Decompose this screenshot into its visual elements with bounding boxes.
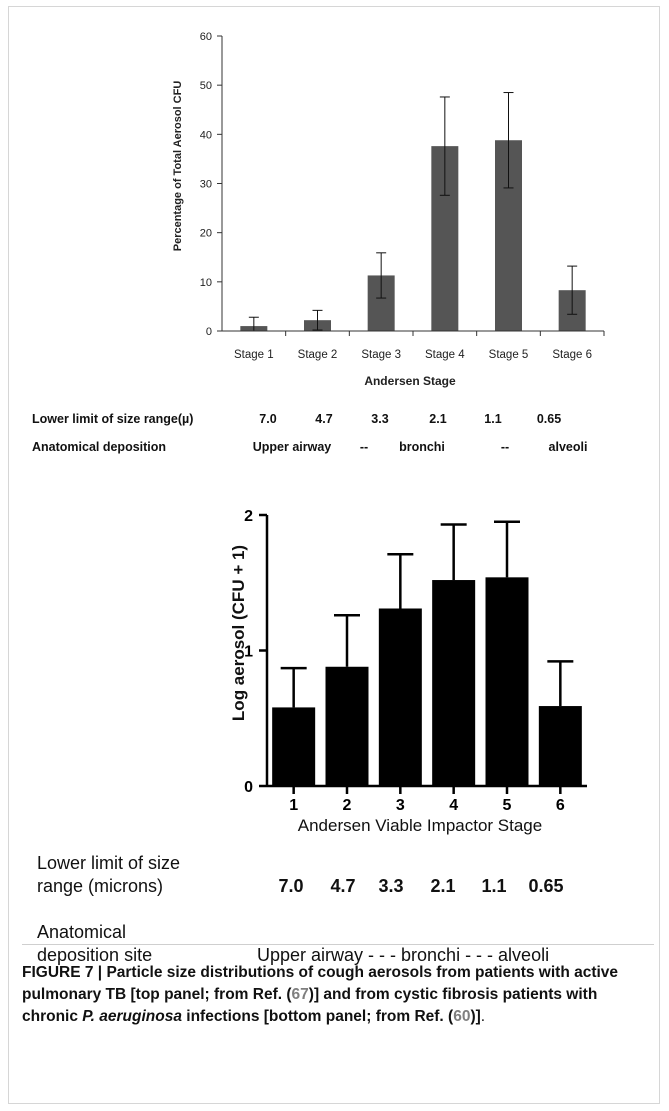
top-y-tick-label: 60 xyxy=(200,31,212,43)
bottom-size-value: 7.0 xyxy=(278,876,303,896)
bottom-size-row-label-line1: Lower limit of size xyxy=(37,853,180,873)
top-y-tick-label: 50 xyxy=(200,80,212,92)
top-y-tick-label: 20 xyxy=(200,228,212,240)
caption-period: . xyxy=(480,1008,486,1025)
bottom-size-value: 3.3 xyxy=(378,876,403,896)
top-y-tick-label: 30 xyxy=(200,179,212,191)
bottom-y-tick-label: 2 xyxy=(244,508,253,525)
top-y-axis-title: Percentage of Total Aerosol CFU xyxy=(172,81,184,252)
top-size-row-label: Lower limit of size range(µ) xyxy=(32,412,193,426)
caption-reference-1[interactable]: 67 xyxy=(291,986,309,1003)
top-y-tick-label: 0 xyxy=(206,326,212,338)
caption-text-3: infections [bottom panel; from Ref. ( xyxy=(181,1008,454,1025)
bottom-x-tick-label: 1 xyxy=(289,797,298,814)
bottom-bar xyxy=(538,706,582,786)
caption-text-1: Particle size distributions of cough aer… xyxy=(22,964,619,1003)
top-deposition-value: Upper airway xyxy=(253,440,332,454)
top-y-tick-label: 40 xyxy=(200,129,212,141)
top-size-value: 1.1 xyxy=(484,412,501,426)
top-x-tick-label: Stage 6 xyxy=(552,349,592,361)
top-deposition-value: -- xyxy=(501,440,509,454)
top-x-axis-title: Andersen Stage xyxy=(364,374,456,388)
bottom-deposition-row-label-line1: Anatomical xyxy=(37,922,126,942)
caption-text-4: )] xyxy=(470,1008,481,1025)
bottom-bar xyxy=(432,580,476,786)
top-x-tick-label: Stage 5 xyxy=(489,349,529,361)
bottom-x-tick-label: 6 xyxy=(556,797,565,814)
figure-frame xyxy=(8,6,660,1104)
top-deposition-row-label: Anatomical deposition xyxy=(32,440,166,454)
bottom-x-axis-title: Andersen Viable Impactor Stage xyxy=(298,816,542,835)
bottom-y-tick-label: 0 xyxy=(244,779,253,796)
caption-reference-2[interactable]: 60 xyxy=(453,1008,471,1025)
bottom-chart: Log aerosol (CFU + 1) Andersen Viable Im… xyxy=(37,508,587,965)
bottom-bar xyxy=(378,608,422,786)
bottom-size-value: 4.7 xyxy=(330,876,355,896)
bottom-bar xyxy=(485,577,529,786)
bottom-bar xyxy=(325,666,369,786)
top-x-tick-label: Stage 4 xyxy=(425,349,465,361)
top-x-tick-label: Stage 2 xyxy=(298,349,338,361)
bottom-size-value: 1.1 xyxy=(481,876,506,896)
top-chart: Percentage of Total Aerosol CFU Andersen… xyxy=(32,31,605,454)
bottom-size-value: 0.65 xyxy=(528,876,563,896)
top-size-value: 7.0 xyxy=(259,412,276,426)
caption-divider xyxy=(22,944,654,945)
caption-italic-species: P. aeruginosa xyxy=(82,1008,182,1025)
top-size-value: 4.7 xyxy=(315,412,332,426)
top-size-value: 0.65 xyxy=(537,412,561,426)
top-deposition-value: alveoli xyxy=(549,440,588,454)
top-y-tick-label: 10 xyxy=(200,277,212,289)
bottom-bar xyxy=(272,707,316,786)
top-x-tick-label: Stage 3 xyxy=(361,349,401,361)
bottom-size-value: 2.1 xyxy=(430,876,455,896)
top-x-tick-label: Stage 1 xyxy=(234,349,274,361)
bottom-x-tick-label: 5 xyxy=(503,797,512,814)
bottom-y-axis-title: Log aerosol (CFU + 1) xyxy=(229,545,248,721)
figure-caption: FIGURE 7 | Particle size distributions o… xyxy=(22,944,654,1028)
bottom-deposition-text: Upper airway - - - bronchi - - - alveoli xyxy=(257,945,549,965)
bottom-x-tick-label: 3 xyxy=(396,797,405,814)
top-deposition-value: bronchi xyxy=(399,440,445,454)
bottom-x-tick-label: 2 xyxy=(343,797,352,814)
top-size-value: 3.3 xyxy=(371,412,388,426)
bottom-x-tick-label: 4 xyxy=(449,797,458,814)
top-deposition-value: -- xyxy=(360,440,368,454)
top-size-value: 2.1 xyxy=(429,412,446,426)
caption-label: FIGURE 7 | xyxy=(22,964,107,981)
bottom-deposition-row-label-line2: deposition site xyxy=(37,945,152,965)
bottom-size-row-label-line2: range (microns) xyxy=(37,876,163,896)
caption-text-2: )] and from cystic fibrosis patients wit… xyxy=(22,986,598,1025)
bottom-y-tick-label: 1 xyxy=(244,644,253,661)
